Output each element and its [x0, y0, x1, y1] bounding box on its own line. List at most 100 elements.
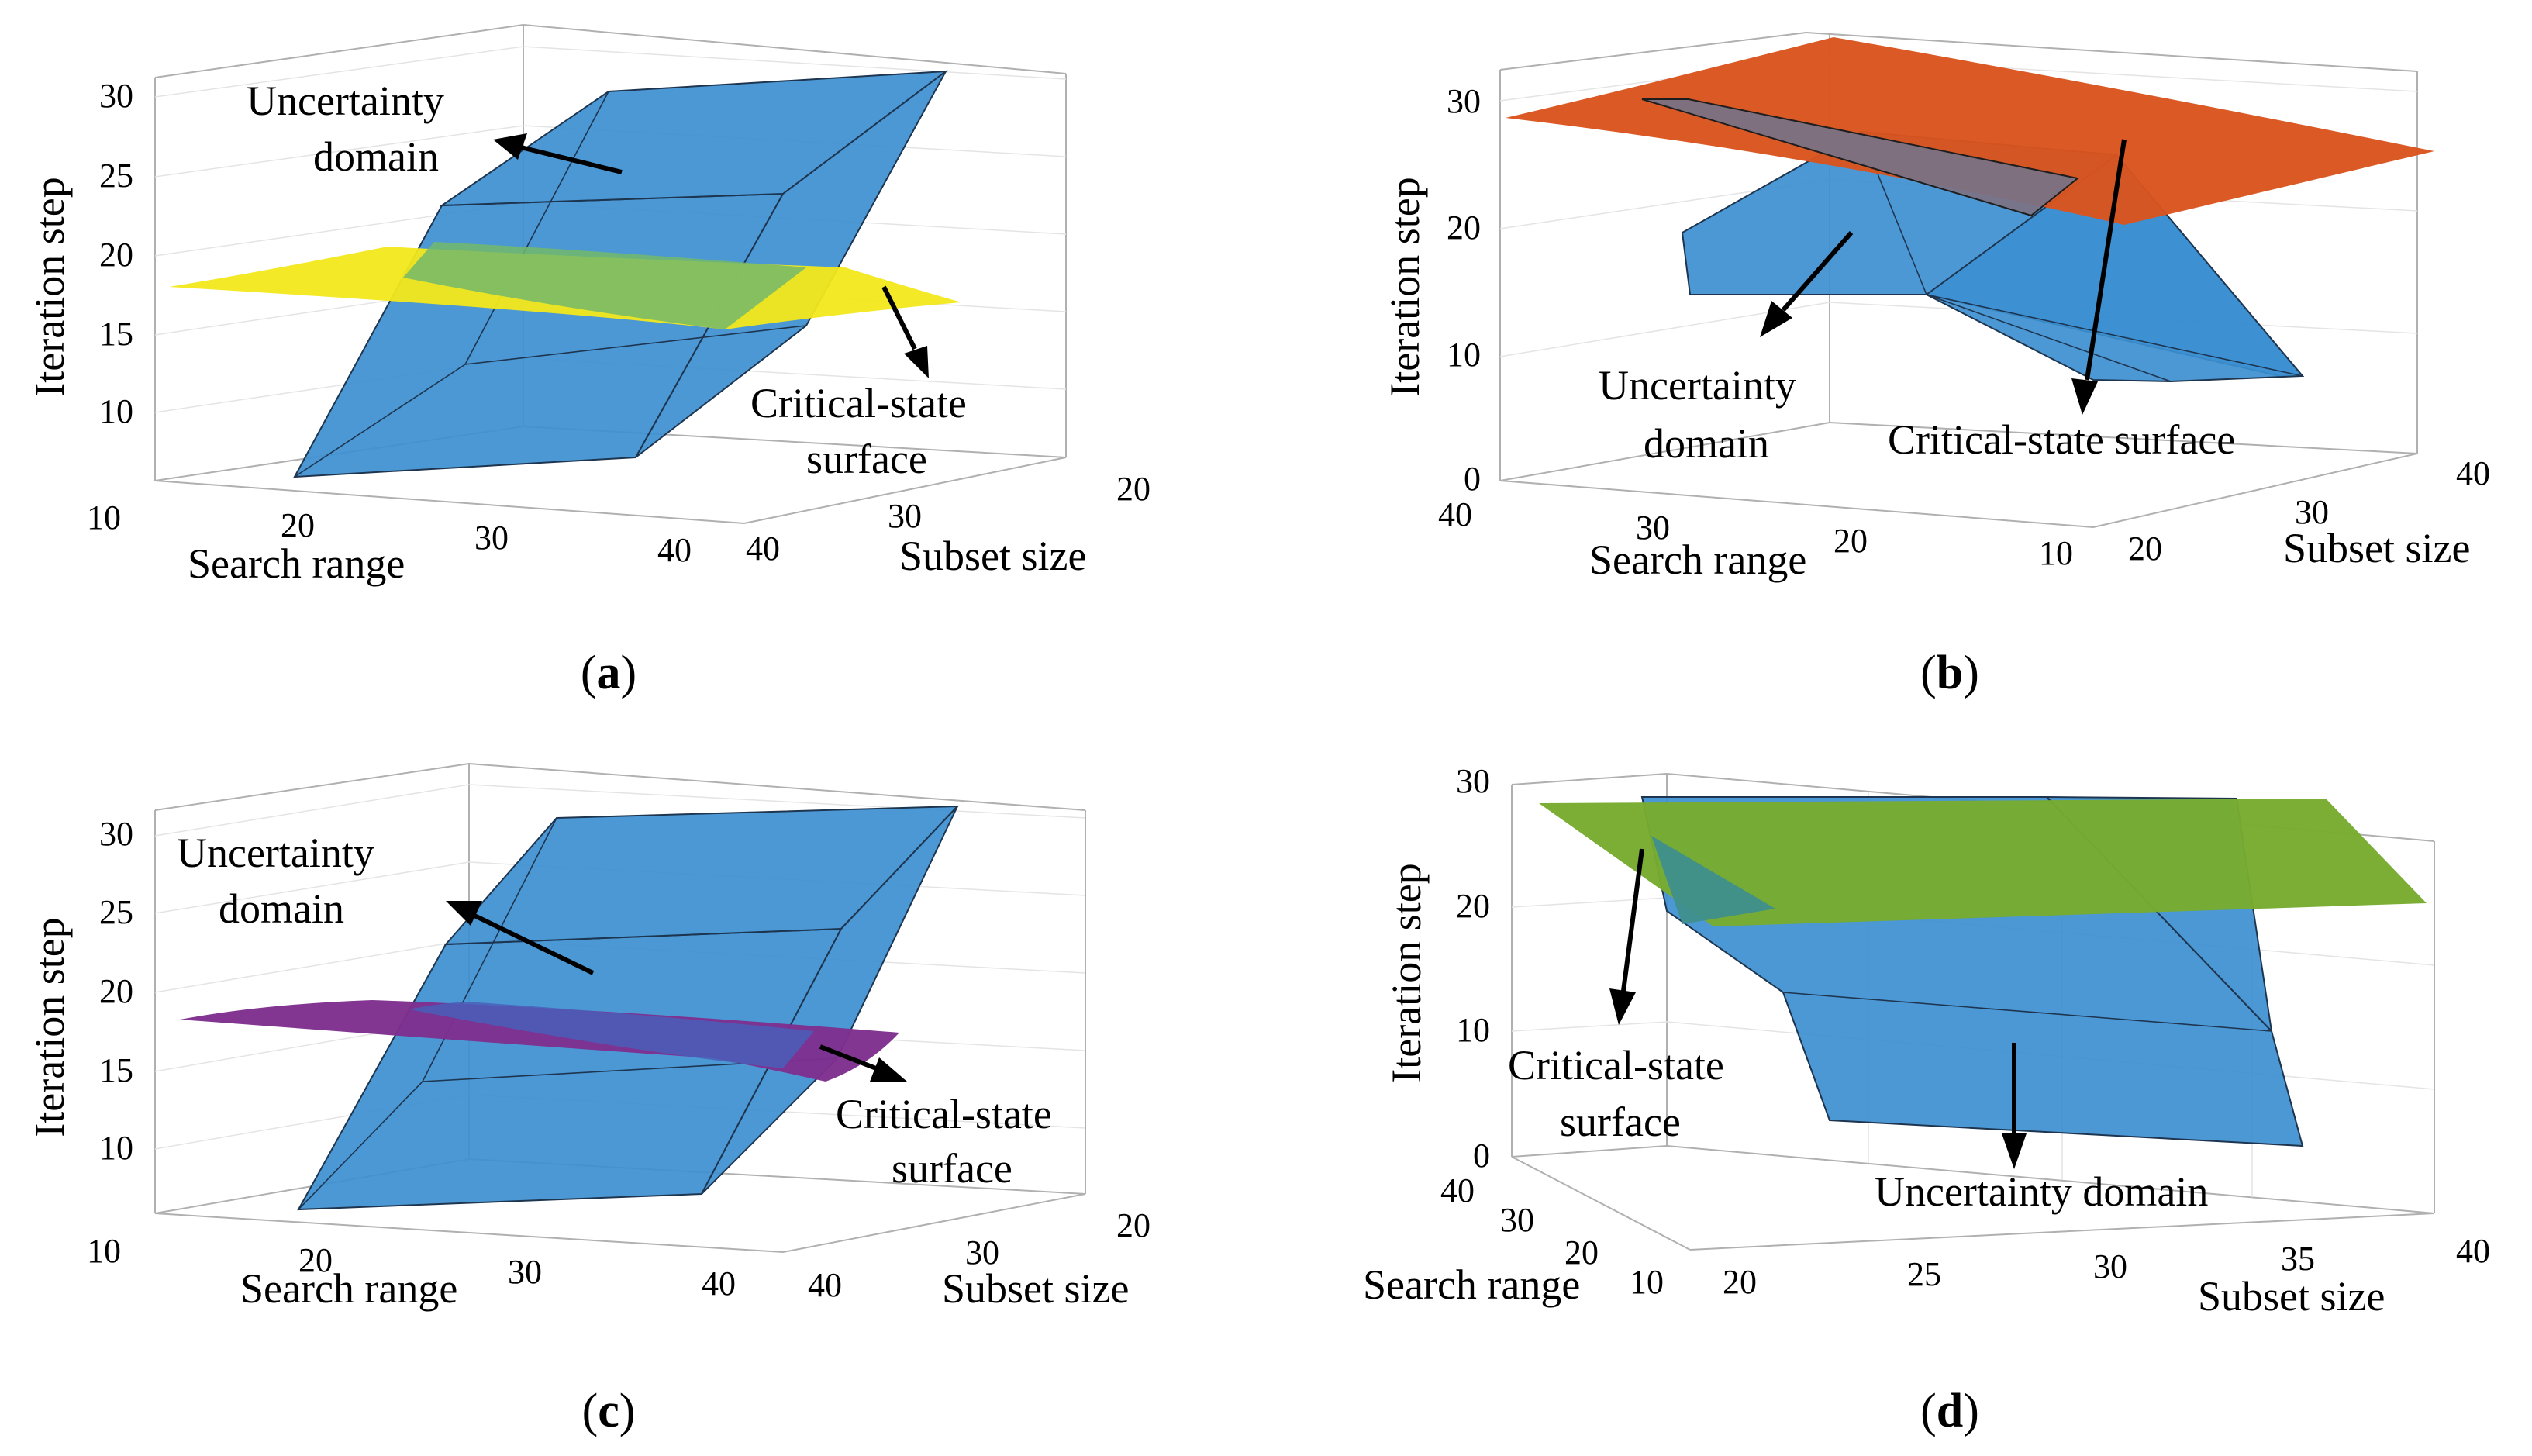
panel-c-label-letter: c — [598, 1385, 619, 1437]
panel-c-z-tick: 30 — [99, 815, 133, 853]
panel-d-x-tick: 10 — [1630, 1263, 1664, 1301]
panel-a-y-tick: 20 — [1116, 470, 1150, 508]
panel-a-z-tick: 25 — [99, 157, 133, 195]
panel-a: 10 15 20 25 30 10 20 30 40 20 30 40 Iter… — [26, 24, 1150, 699]
panel-d-label: (d) — [1920, 1385, 1979, 1437]
panel-a-x-ticks: 10 20 30 40 — [87, 499, 692, 569]
panel-c-x-axis-label: Search range — [240, 1265, 457, 1312]
panel-d-y-tick: 20 — [1723, 1263, 1757, 1301]
panel-b-y-axis-label: Subset size — [2283, 525, 2470, 571]
panel-c-y-axis-label: Subset size — [942, 1265, 1129, 1312]
panel-b-label-letter: b — [1937, 647, 1963, 699]
panel-a-critical-surface — [169, 242, 961, 329]
panel-a-annotation-critical-line2: surface — [806, 436, 927, 482]
panel-b-y-tick: 20 — [2128, 530, 2162, 568]
panel-d: 0 10 20 30 40 30 20 10 20 25 30 35 40 It… — [1363, 762, 2490, 1437]
panel-d-z-tick: 20 — [1456, 887, 1490, 925]
panel-b-x-axis-label: Search range — [1589, 537, 1806, 583]
panel-d-annotation-uncertainty: Uncertainty domain — [1875, 1168, 2208, 1215]
panel-d-annotation-critical-line1: Critical-state — [1508, 1042, 1724, 1089]
panel-b-z-tick: 20 — [1447, 209, 1481, 247]
panel-d-y-axis-label: Subset size — [2198, 1273, 2385, 1320]
panel-c-uncertainty-domain — [297, 805, 960, 1211]
panel-c-annotation-critical-line2: surface — [892, 1145, 1012, 1192]
panel-d-x-tick: 20 — [1564, 1233, 1599, 1271]
panel-c-z-tick: 15 — [99, 1051, 133, 1089]
panel-a-label-letter: a — [597, 647, 621, 699]
panel-b-critical-surface — [1506, 37, 2434, 225]
panel-d-arrow-critical — [1609, 848, 1644, 1025]
panel-a-y-tick: 40 — [746, 530, 780, 568]
panel-a-z-tick: 15 — [99, 315, 133, 353]
panel-b-z-ticks: 0 10 20 30 — [1447, 82, 1481, 498]
panel-c-x-tick: 10 — [87, 1232, 121, 1270]
panel-c-arrow-uncertainty — [446, 901, 595, 975]
panel-a-x-tick: 30 — [474, 519, 509, 557]
panel-b-arrow-critical — [2071, 139, 2127, 415]
panel-c-annotation-uncertainty-line2: domain — [219, 885, 344, 932]
panel-d-arrow-uncertainty — [2002, 1043, 2027, 1169]
panel-a-x-tick: 20 — [281, 506, 315, 544]
panel-b-x-ticks: 40 30 20 10 — [1438, 495, 2073, 572]
panel-a-z-tick: 30 — [99, 77, 133, 115]
panel-c-y-tick: 30 — [965, 1233, 999, 1271]
panel-d-z-tick: 0 — [1473, 1137, 1490, 1175]
panel-d-x-tick: 30 — [1500, 1201, 1534, 1239]
panel-d-x-ticks: 40 30 20 10 — [1440, 1171, 1664, 1301]
panel-b-z-tick: 30 — [1447, 82, 1481, 120]
panel-a-y-axis-label: Subset size — [899, 533, 1086, 579]
panel-c-y-tick: 20 — [1116, 1206, 1150, 1244]
panel-b-y-tick: 30 — [2295, 493, 2329, 531]
panel-c-z-tick: 10 — [99, 1129, 133, 1167]
panel-b-x-tick: 30 — [1636, 509, 1670, 547]
panel-d-x-tick: 40 — [1440, 1171, 1475, 1209]
panel-b-annotation-uncertainty-line2: domain — [1644, 420, 1769, 467]
panel-d-x-axis-label: Search range — [1363, 1261, 1580, 1308]
panel-b-x-tick: 10 — [2039, 534, 2073, 572]
panel-a-y-tick: 30 — [888, 497, 922, 535]
panel-b-z-tick: 10 — [1447, 336, 1481, 374]
panel-a-arrow-uncertainty — [493, 133, 623, 174]
panel-a-x-axis-label: Search range — [188, 540, 405, 587]
panel-d-z-axis-label: Iteration step — [1383, 863, 1430, 1082]
panel-c-label: (c) — [582, 1385, 636, 1437]
panel-b: 0 10 20 30 40 30 20 10 20 30 40 Iteratio… — [1382, 32, 2490, 699]
panel-c-arrow-critical — [819, 1044, 907, 1082]
panel-b-z-axis-label: Iteration step — [1382, 177, 1428, 396]
panel-c-x-tick: 20 — [298, 1241, 333, 1279]
panel-b-label: (b) — [1920, 647, 1979, 699]
panel-a-arrow-critical — [881, 285, 929, 378]
panel-c-z-ticks: 10 15 20 25 30 — [99, 815, 133, 1167]
panel-b-annotation-critical: Critical-state surface — [1888, 416, 2235, 463]
panel-c-x-tick: 30 — [508, 1253, 542, 1291]
panel-a-z-ticks: 10 15 20 25 30 — [99, 77, 133, 430]
panel-c-critical-surface — [180, 1000, 899, 1082]
panel-c-z-axis-label: Iteration step — [26, 917, 73, 1137]
panel-b-arrow-uncertainty — [1760, 231, 1854, 337]
panel-c-y-tick: 40 — [808, 1266, 842, 1304]
panel-c: 10 15 20 25 30 10 20 30 40 20 30 40 Iter… — [26, 763, 1150, 1437]
panel-d-z-tick: 10 — [1456, 1011, 1490, 1049]
panel-d-y-tick: 30 — [2093, 1247, 2127, 1285]
panel-c-annotation-uncertainty-line1: Uncertainty — [177, 830, 374, 876]
panel-b-x-tick: 40 — [1438, 495, 1472, 533]
panel-a-annotation-uncertainty-line2: domain — [313, 133, 439, 180]
panel-c-z-tick: 20 — [99, 972, 133, 1010]
panel-a-y-ticks: 20 30 40 — [746, 470, 1150, 568]
panel-a-z-tick: 20 — [99, 236, 133, 274]
panel-a-x-tick: 10 — [87, 499, 121, 537]
panel-d-y-tick: 35 — [2281, 1240, 2315, 1278]
panel-d-y-tick: 40 — [2456, 1232, 2490, 1270]
panel-d-z-tick: 30 — [1456, 762, 1490, 800]
panel-d-critical-surface — [1539, 799, 2427, 926]
panel-c-x-tick: 40 — [702, 1265, 736, 1302]
panel-d-z-ticks: 0 10 20 30 — [1456, 762, 1490, 1175]
panel-d-y-tick: 25 — [1907, 1255, 1941, 1293]
panel-b-y-tick: 40 — [2456, 454, 2490, 492]
panel-c-x-ticks: 10 20 30 40 — [87, 1232, 736, 1302]
panel-d-annotation-critical-line2: surface — [1560, 1099, 1681, 1145]
panel-c-y-ticks: 20 30 40 — [808, 1206, 1150, 1304]
panel-c-annotation-critical-line1: Critical-state — [836, 1091, 1052, 1137]
panel-d-label-letter: d — [1937, 1385, 1963, 1437]
